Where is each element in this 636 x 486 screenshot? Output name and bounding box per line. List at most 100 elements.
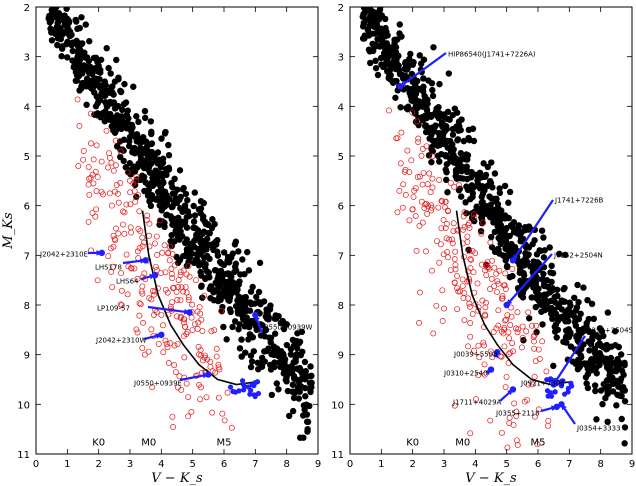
annotation-label: J0550+0939W <box>261 324 313 332</box>
field-star-point <box>211 267 219 274</box>
field-star-point <box>478 219 486 227</box>
comparison-star-point <box>154 251 161 258</box>
comparison-star-point <box>435 204 442 211</box>
comparison-star-point <box>181 323 188 330</box>
annotation-arrowhead <box>492 352 499 359</box>
field-star-point <box>449 111 456 119</box>
field-star-point <box>365 16 373 23</box>
field-star-point <box>267 339 274 346</box>
field-star-point <box>538 308 545 315</box>
field-star-point <box>581 360 588 367</box>
field-star-point <box>300 368 307 375</box>
x-tick-label: 7 <box>566 459 572 470</box>
field-star-point <box>612 341 619 349</box>
field-star-point <box>423 106 431 113</box>
annotation-label: J0252+2504N <box>553 252 603 260</box>
field-star-point <box>391 57 398 64</box>
field-star-point <box>113 56 120 64</box>
field-star-point <box>78 14 85 21</box>
comparison-star-point <box>409 109 416 116</box>
comparison-star-point <box>124 291 131 298</box>
field-star-point <box>227 308 234 316</box>
comparison-star-point <box>127 189 134 196</box>
field-star-point <box>415 121 422 129</box>
comparison-star-point <box>171 262 178 269</box>
spectral-type-label: K0 <box>406 438 419 449</box>
field-star-point <box>425 77 432 84</box>
field-star-point <box>393 77 400 85</box>
comparison-star-point <box>483 299 489 306</box>
field-star-point <box>283 365 290 372</box>
main-sequence-curve <box>141 210 256 386</box>
field-star-point <box>236 345 244 352</box>
field-star-point <box>530 282 537 289</box>
comparison-star-point <box>152 263 159 270</box>
field-star-point <box>233 289 240 296</box>
target-point <box>252 393 258 400</box>
comparison-star-point <box>139 283 146 290</box>
comparison-star-point <box>164 289 171 296</box>
comparison-star-point <box>177 297 184 304</box>
comparison-star-point <box>414 174 421 180</box>
comparison-star-point <box>170 424 177 430</box>
comparison-star-point <box>209 409 216 416</box>
comparison-star-point <box>92 213 99 220</box>
comparison-star-point <box>169 413 176 420</box>
comparison-star-point <box>86 191 93 198</box>
comparison-star-point <box>188 408 195 415</box>
comparison-star-point <box>416 319 423 326</box>
field-star-point <box>540 293 548 301</box>
annotation-arrow <box>147 305 186 314</box>
comparison-star-point <box>185 413 192 420</box>
comparison-star-point <box>451 279 458 286</box>
comparison-star-point <box>139 234 146 241</box>
field-star-point <box>556 314 564 321</box>
comparison-star-point <box>504 444 511 451</box>
field-star-point <box>459 175 467 182</box>
comparison-star-point <box>442 204 448 211</box>
field-star-point <box>109 123 117 131</box>
comparison-star-point <box>164 344 171 351</box>
comparison-star-point <box>465 268 472 275</box>
field-star-point <box>141 114 149 122</box>
field-star-point <box>154 194 161 202</box>
field-star-point <box>480 160 487 167</box>
comparison-star-point <box>429 153 436 160</box>
x-tick-label: 5 <box>503 459 509 470</box>
comparison-star-point <box>521 398 528 405</box>
field-star-point <box>130 83 137 90</box>
field-star-point <box>425 152 433 159</box>
target-point <box>239 378 246 384</box>
comparison-star-point <box>159 322 166 329</box>
comparison-star-point <box>139 243 146 250</box>
field-star-point <box>593 416 600 423</box>
annotation-arrowhead <box>561 404 567 411</box>
comparison-star-point <box>481 371 488 378</box>
field-star-point <box>484 163 492 171</box>
field-star-point <box>203 246 210 253</box>
field-star-point <box>290 394 298 402</box>
annotation-arrowhead <box>254 314 260 321</box>
field-star-point <box>109 118 117 126</box>
comparison-star-point <box>499 293 506 299</box>
field-star-point <box>562 309 570 316</box>
field-star-point <box>596 325 604 332</box>
field-star-point <box>297 351 304 359</box>
field-star-point <box>428 131 435 139</box>
comparison-star-point <box>418 198 425 205</box>
comparison-star-point <box>80 156 87 163</box>
comparison-star-point <box>424 181 431 188</box>
field-star-point <box>192 225 199 232</box>
field-star-point <box>592 387 599 395</box>
field-star-point <box>82 54 89 61</box>
field-star-point <box>473 203 480 210</box>
comparison-star-point <box>536 355 543 362</box>
field-star-point <box>407 50 414 58</box>
comparison-star-point <box>212 369 219 376</box>
field-star-point <box>179 186 187 193</box>
field-star-point <box>531 237 538 244</box>
comparison-star-point <box>201 292 208 299</box>
field-star-point <box>380 50 388 57</box>
comparison-star-point <box>136 245 143 251</box>
comparison-star-point <box>189 301 196 308</box>
